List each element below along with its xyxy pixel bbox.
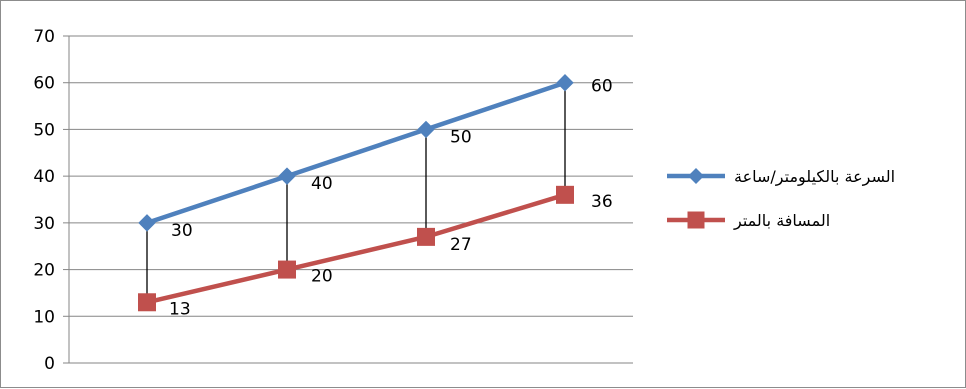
data-label-s1-2: 40 — [311, 174, 333, 194]
y-tick-label-70: 70 — [33, 27, 55, 47]
series-2-point-2 — [278, 260, 296, 279]
y-tick-label-30: 30 — [33, 214, 55, 234]
series-1-point-1 — [138, 214, 156, 232]
y-tick-label-40: 40 — [33, 167, 55, 187]
series-2-point-4 — [556, 185, 574, 204]
y-tick-label-20: 20 — [33, 261, 55, 281]
series-2-line — [146, 192, 566, 305]
data-label-s2-4: 36 — [591, 192, 613, 212]
series-1-point-3 — [417, 120, 435, 139]
drop-lines — [146, 82, 566, 303]
legend-label-1: السرعة بالكيلومتر/ساعة — [734, 167, 895, 187]
y-tick-label-60: 60 — [33, 74, 55, 94]
data-label-s2-3: 27 — [450, 235, 472, 255]
series-2-point-1 — [138, 293, 156, 312]
y-tick-labels: 0 10 20 30 40 50 60 70 — [33, 27, 55, 374]
series-1-line — [146, 80, 566, 225]
series-1-point-4 — [556, 74, 574, 92]
legend-marker-2 — [687, 211, 705, 229]
y-tick-label-0: 0 — [44, 354, 55, 374]
data-label-s2-1: 13 — [169, 299, 191, 319]
data-label-s1-3: 50 — [450, 127, 472, 147]
legend: السرعة بالكيلومتر/ساعة المسافة بالمتر — [667, 167, 895, 231]
grid-lines — [69, 35, 633, 317]
series-1-point-2 — [278, 167, 296, 185]
y-tick-label-50: 50 — [33, 120, 55, 140]
legend-marker-1 — [688, 168, 704, 184]
data-label-s1-1: 30 — [171, 221, 193, 241]
data-labels: 30 40 50 60 13 20 27 36 — [169, 77, 613, 320]
legend-label-2: المسافة بالمتر — [733, 211, 830, 231]
series — [138, 74, 574, 312]
axes — [63, 35, 633, 364]
data-label-s1-4: 60 — [591, 77, 613, 97]
data-label-s2-2: 20 — [311, 267, 333, 287]
y-tick-label-10: 10 — [33, 307, 55, 327]
series-2-point-3 — [417, 227, 435, 246]
